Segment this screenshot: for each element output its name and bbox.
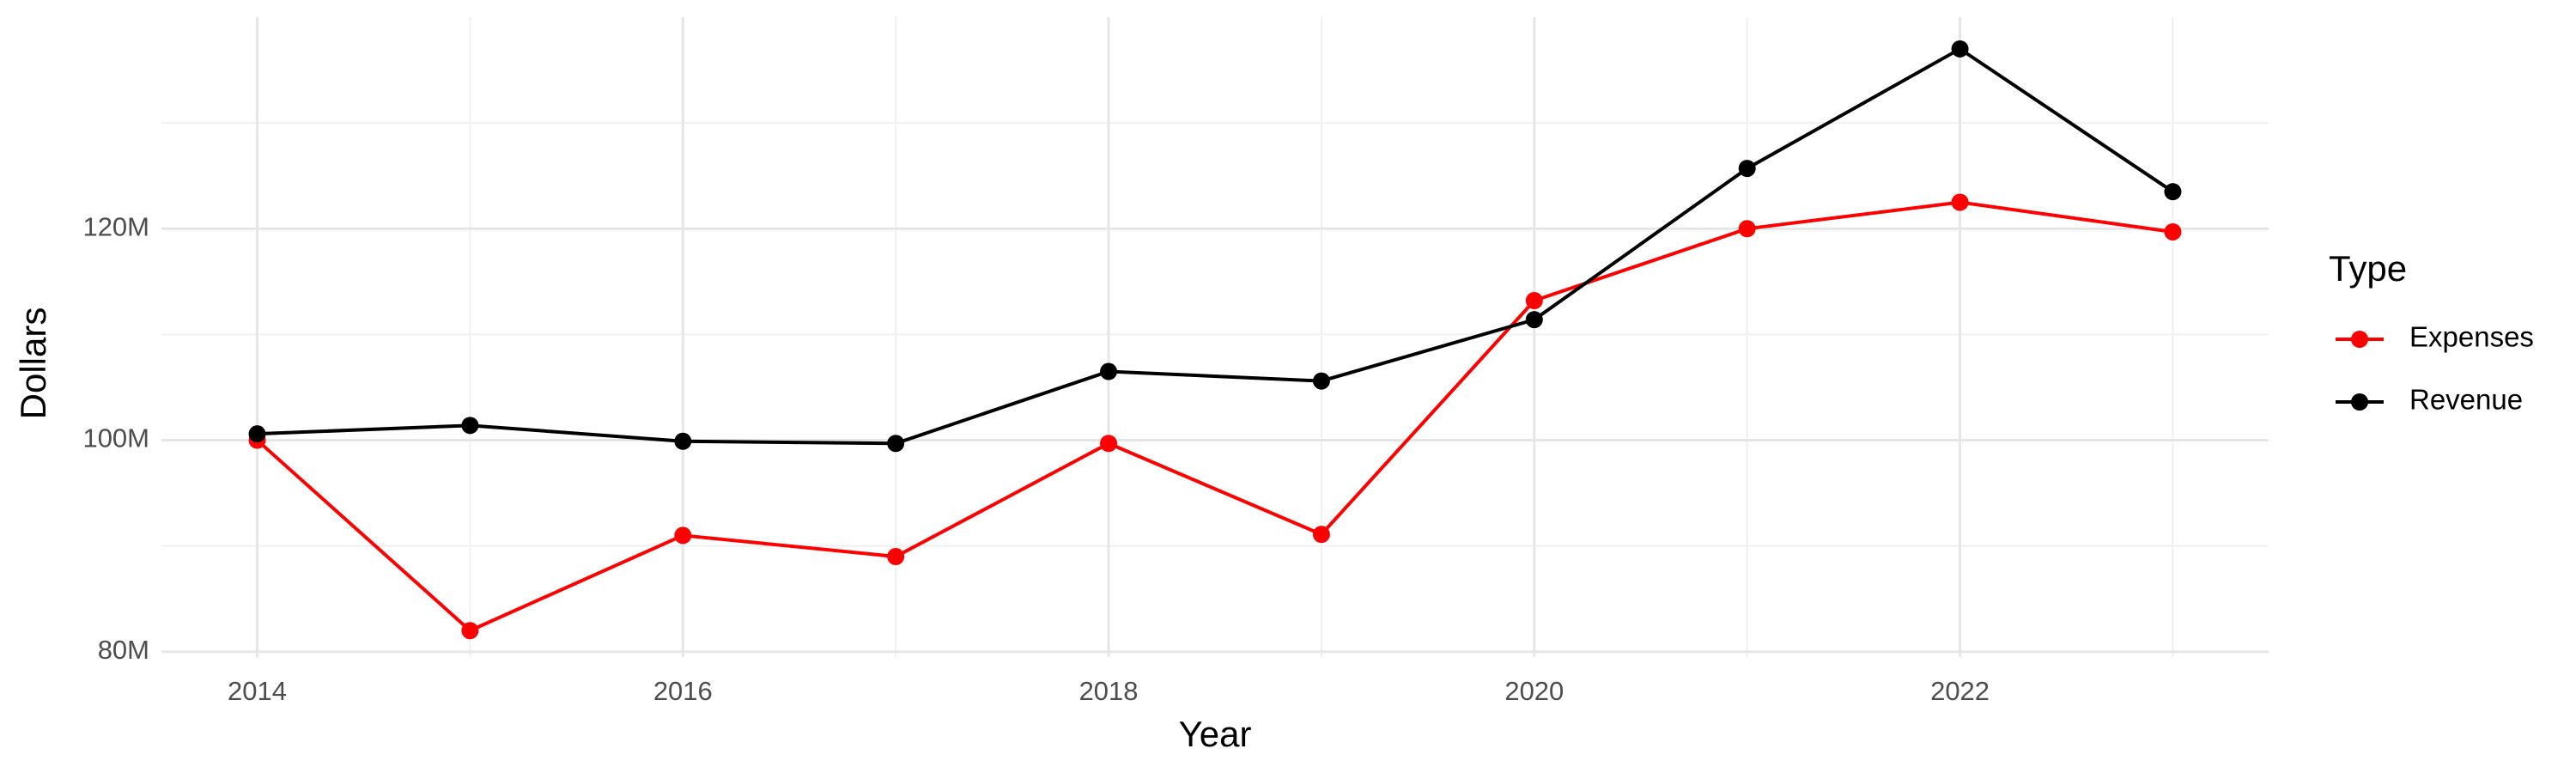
legend-label: Revenue <box>2409 384 2523 416</box>
data-point <box>1312 526 1330 544</box>
data-point <box>1525 292 1543 310</box>
data-point <box>674 432 692 450</box>
x-tick-label: 2022 <box>1930 676 1990 706</box>
x-axis-title: Year <box>1179 714 1252 754</box>
legend-key <box>2351 393 2368 411</box>
data-point <box>1525 311 1543 329</box>
data-point <box>1312 372 1330 390</box>
data-point <box>1738 160 1756 178</box>
data-point <box>461 417 479 435</box>
y-tick-label: 80M <box>98 635 149 665</box>
data-point <box>1738 220 1756 238</box>
x-tick-label: 2020 <box>1504 676 1564 706</box>
legend-key <box>2351 331 2368 348</box>
data-point <box>1951 193 1969 211</box>
y-tick-label: 100M <box>82 423 149 453</box>
data-point <box>674 526 692 545</box>
x-tick-label: 2018 <box>1079 676 1139 706</box>
y-axis-title: Dollars <box>13 307 53 420</box>
data-point <box>1100 435 1118 453</box>
data-point <box>1951 40 1969 58</box>
data-point <box>248 425 266 443</box>
data-point <box>2164 183 2182 201</box>
x-tick-label: 2016 <box>653 676 713 706</box>
data-point <box>1100 362 1118 380</box>
legend-title: Type <box>2329 248 2407 289</box>
x-tick-label: 2014 <box>228 676 287 706</box>
data-point <box>461 622 479 640</box>
legend-label: Expenses <box>2409 321 2534 353</box>
series-line <box>257 46 2174 446</box>
data-point <box>887 435 905 453</box>
series-line <box>256 200 2173 633</box>
data-point <box>2164 222 2182 240</box>
y-tick-label: 120M <box>82 211 149 241</box>
data-point <box>887 548 905 566</box>
